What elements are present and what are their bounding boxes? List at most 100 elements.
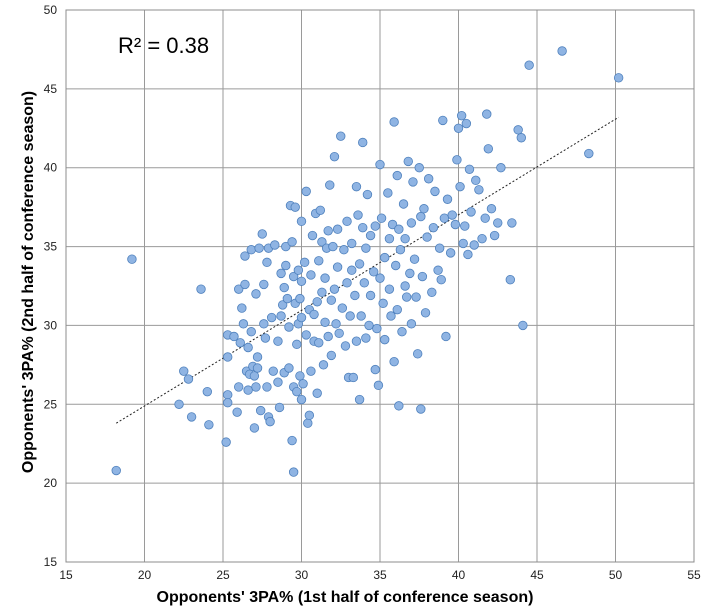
data-point (463, 249, 473, 260)
data-point (249, 371, 260, 381)
data-point (436, 274, 446, 285)
data-point (461, 118, 472, 129)
data-point (251, 382, 261, 392)
data-point (336, 131, 346, 141)
data-point (496, 163, 506, 173)
data-point (384, 233, 395, 244)
data-point (315, 205, 326, 215)
data-point (328, 241, 338, 252)
data-point (480, 213, 490, 223)
data-point (389, 117, 399, 127)
data-point (221, 437, 231, 447)
data-point (288, 467, 299, 477)
data-point (434, 243, 445, 253)
data-point (438, 115, 448, 126)
data-point (277, 300, 288, 310)
data-point (329, 284, 340, 294)
data-point (455, 181, 465, 192)
y-tick-label: 15 (44, 555, 58, 569)
data-point (229, 331, 239, 342)
data-point (257, 229, 267, 239)
x-axis-label: Opponents' 3PA% (1st half of conference … (157, 589, 534, 606)
data-point (223, 352, 233, 362)
data-point (233, 284, 244, 294)
data-point (292, 386, 302, 397)
x-tick-label: 25 (216, 568, 230, 582)
data-point (260, 333, 271, 343)
data-point (284, 322, 294, 332)
y-tick-label: 45 (44, 82, 58, 96)
data-point (380, 334, 390, 345)
data-point (292, 339, 302, 350)
data-point (318, 360, 329, 370)
data-point (380, 252, 390, 263)
data-point (331, 319, 341, 329)
data-point (392, 304, 402, 315)
data-point (204, 420, 214, 430)
data-point (394, 224, 404, 234)
data-point (383, 188, 393, 198)
data-point (295, 293, 305, 304)
data-point (411, 292, 421, 302)
data-point (354, 259, 365, 269)
data-point (281, 241, 291, 252)
data-point (474, 185, 484, 195)
data-point (232, 407, 242, 417)
data-point (427, 287, 437, 298)
data-point (233, 382, 244, 392)
data-point (314, 256, 324, 266)
data-point (303, 418, 313, 428)
y-tick-label: 50 (44, 3, 58, 17)
data-point (420, 308, 431, 318)
x-tick-label: 40 (452, 568, 466, 582)
data-point (127, 254, 137, 264)
data-point (347, 265, 357, 275)
data-point (347, 238, 357, 249)
data-point (453, 123, 464, 133)
data-point (179, 366, 189, 376)
data-point (433, 265, 443, 275)
data-point (270, 240, 280, 250)
y-tick-labels: 15 20 25 30 35 40 45 50 (44, 3, 58, 569)
data-point (296, 276, 307, 286)
data-point (389, 357, 399, 367)
data-point (384, 284, 395, 294)
data-point (317, 237, 327, 247)
data-point (301, 186, 311, 197)
data-point (483, 144, 494, 154)
x-tick-labels: 15 20 25 30 35 40 45 50 55 (59, 568, 701, 582)
data-point (471, 175, 481, 186)
data-point (417, 271, 428, 282)
data-point (469, 240, 479, 250)
data-point (332, 224, 343, 234)
data-point (378, 298, 388, 309)
data-points (111, 46, 624, 477)
data-point (266, 312, 277, 323)
data-point (369, 267, 379, 277)
data-point (419, 204, 429, 214)
y-tick-label: 25 (44, 397, 58, 411)
data-point (477, 233, 487, 244)
data-point (392, 170, 402, 181)
y-axis-label: Opponents' 3PA% (2nd half of conference … (20, 91, 37, 473)
data-point (339, 245, 349, 255)
data-point (293, 265, 304, 275)
data-point (326, 295, 337, 305)
data-point (262, 257, 272, 268)
data-point (246, 245, 256, 255)
data-point (400, 233, 410, 244)
data-point (456, 110, 467, 121)
data-point (202, 386, 213, 397)
data-point (326, 350, 337, 361)
data-point (249, 423, 260, 433)
data-point (356, 311, 366, 321)
data-point (354, 394, 365, 405)
data-point (223, 398, 233, 408)
y-tick-label: 20 (44, 476, 58, 490)
data-point (296, 312, 307, 323)
data-point (460, 221, 470, 231)
data-point (358, 137, 368, 148)
data-point (358, 222, 368, 233)
x-tick-label: 15 (59, 568, 73, 582)
